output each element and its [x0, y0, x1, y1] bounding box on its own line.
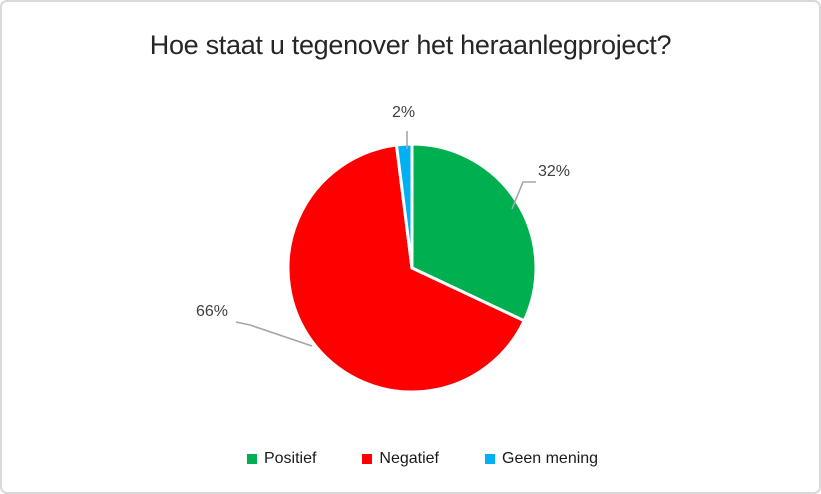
pie-slice-geen-mening: [394, 142, 414, 270]
legend-label-positief: Positief: [263, 450, 317, 467]
legend: Positief Negatief Geen mening: [14, 450, 819, 468]
legend-swatch-positief: [246, 454, 257, 464]
legend-item-geen-mening: Geen mening: [485, 450, 598, 468]
legend-label-negatief: Negatief: [379, 450, 439, 467]
legend-item-positief: Positief: [246, 450, 317, 468]
legend-item-negatief: Negatief: [362, 450, 439, 468]
pie-slice-negatief: [286, 143, 526, 394]
slice-label-geen-mening: 2%: [392, 104, 416, 121]
legend-swatch-geen-mening: [485, 454, 495, 464]
legend-swatch-negatief: [362, 454, 373, 464]
legend-label-geen-mening: Geen mening: [502, 450, 599, 467]
pie-slice-positief: [410, 142, 538, 323]
slice-label-negatief: 66%: [196, 303, 229, 320]
leader-line-positief: [511, 181, 536, 210]
leader-line-negatief: [235, 321, 313, 347]
slice-label-positief: 32%: [538, 163, 571, 180]
chart-title: Hoe staat u tegenover het heraanlegproje…: [149, 30, 672, 60]
